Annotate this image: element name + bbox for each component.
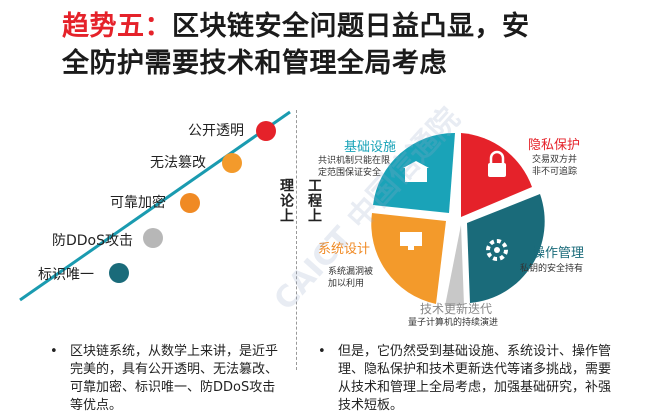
timeline-dot-4	[143, 228, 163, 248]
timeline-dot-3	[180, 193, 200, 213]
timeline-dot-1	[256, 121, 276, 141]
desc-infrastructure: 共识机制只能在限 定范围保证安全	[318, 156, 391, 178]
timeline-dot-2	[222, 153, 242, 173]
pie-segment-operation	[467, 194, 545, 303]
desc-system-design: 系统漏洞被 加以利用	[328, 267, 374, 289]
title-line2: 全防护需要技术和管理全局考虑	[62, 48, 447, 79]
timeline-label-1: 公开透明	[188, 123, 244, 139]
bullet-left: • 区块链系统，从数学上来讲，是近乎完美的，具有公开透明、无法篡改、可靠加密、标…	[50, 343, 285, 415]
label-operation: 操作管理	[532, 246, 585, 261]
label-tech-update: 技术更新迭代	[420, 302, 493, 316]
bullet-right-text: 但是，它仍然受到基础设施、系统设计、操作管理、隐私保护和技术更新迭代等诸多挑战，…	[338, 344, 612, 413]
building-icon	[403, 161, 429, 182]
theory-label: 理论上	[278, 178, 294, 223]
bullet-marker-right: •	[318, 344, 326, 359]
desc-operation: 私钥的安全持有	[520, 264, 584, 274]
pie-segment-tech-update	[445, 225, 464, 307]
timeline-label-3: 可靠加密	[110, 195, 166, 211]
title-line1: 区块链安全问题日益凸显，安	[172, 11, 530, 42]
desc-privacy: 交易双方并 非不可追踪	[532, 155, 578, 177]
bullet-right: • 但是，它仍然受到基础设施、系统设计、操作管理、隐私保护和技术更新迭代等诸多挑…	[318, 343, 618, 415]
bullet-marker-left: •	[50, 344, 58, 359]
bullet-left-text: 区块链系统，从数学上来讲，是近乎完美的，具有公开透明、无法篡改、可靠加密、标识唯…	[70, 344, 279, 413]
timeline-dot-5	[109, 263, 129, 283]
timeline-label-5: 标识唯一	[38, 267, 94, 283]
title-accent: 趋势五：	[62, 11, 172, 42]
divider-line	[296, 110, 297, 370]
timeline-label-4: 防DDoS攻击	[52, 233, 134, 249]
timeline-label-2: 无法篡改	[150, 155, 206, 171]
timeline-line	[19, 110, 291, 302]
slide-title: 趋势五：区块链安全问题日益凸显，安 全防护需要技术和管理全局考虑	[62, 8, 652, 82]
label-infrastructure: 基础设施	[344, 140, 397, 155]
label-system-design: 系统设计	[318, 242, 371, 257]
monitor-icon	[400, 232, 422, 250]
lock-icon	[488, 150, 506, 177]
gear-icon	[486, 239, 508, 261]
desc-tech-update: 量子计算机的持续演进	[408, 318, 499, 328]
label-privacy: 隐私保护	[528, 138, 581, 153]
engineering-label: 工程上	[306, 178, 322, 223]
pie-segment-system-design	[371, 213, 446, 304]
